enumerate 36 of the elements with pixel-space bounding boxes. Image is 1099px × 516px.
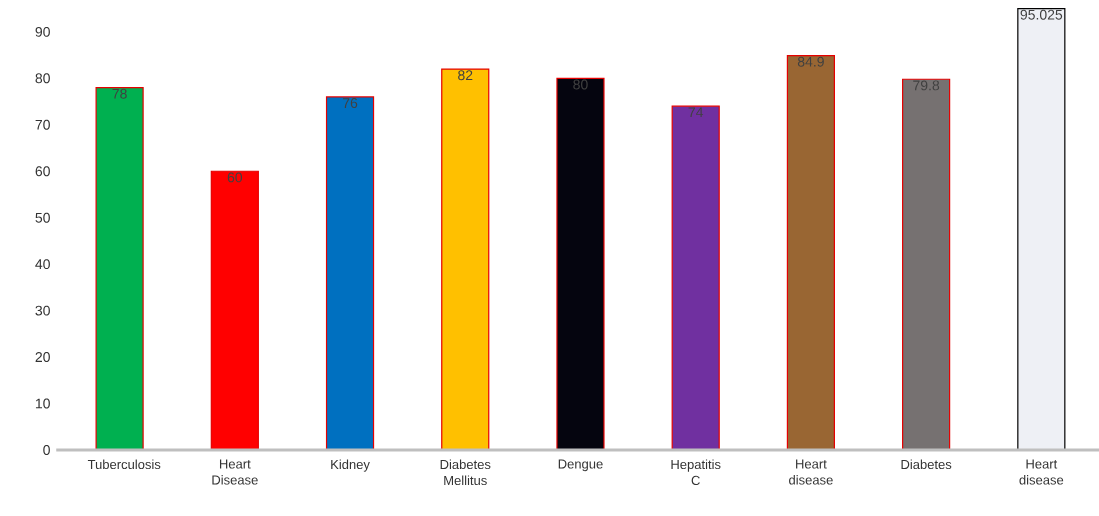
bar xyxy=(325,96,375,451)
y-tick-label: 0 xyxy=(43,445,50,455)
y-tick-label: 10 xyxy=(35,398,50,409)
y-tick-label: 80 xyxy=(35,73,50,84)
bar xyxy=(671,105,720,451)
y-tick-label: 70 xyxy=(35,119,50,130)
y-tick-label: 50 xyxy=(35,212,50,223)
bar xyxy=(441,68,490,451)
y-tick-label: 90 xyxy=(35,26,50,37)
x-tick-label: Heart Disease xyxy=(212,459,258,485)
x-tick-label: Heart disease xyxy=(1019,459,1064,485)
bar xyxy=(95,87,144,451)
data-label: 95.025 xyxy=(1020,9,1063,20)
data-label: 76 xyxy=(342,98,358,109)
x-tick-label: Dengue xyxy=(558,459,603,472)
bar xyxy=(1017,7,1066,451)
x-tick-label: Heart disease xyxy=(789,459,833,485)
bar xyxy=(210,170,259,451)
y-tick-label: 40 xyxy=(35,259,50,270)
data-label: 78 xyxy=(112,88,127,99)
data-label: 80 xyxy=(573,79,588,90)
data-label: 84.9 xyxy=(797,56,824,67)
bar xyxy=(786,54,835,451)
x-tick-label: Tuberculosis xyxy=(87,459,161,470)
x-tick-label: Hepatitis C xyxy=(671,459,721,486)
data-label: 82 xyxy=(458,70,473,81)
x-tick-label: Diabetes Mellitus xyxy=(440,459,491,486)
y-tick-label: 60 xyxy=(35,166,50,177)
bar xyxy=(902,78,951,451)
x-tick-label: Diabetes xyxy=(901,459,952,470)
y-tick-label: 30 xyxy=(35,305,50,316)
data-label: 60 xyxy=(227,172,243,183)
bar xyxy=(556,77,605,451)
x-tick-label: Kidney xyxy=(331,459,370,472)
data-label: 74 xyxy=(688,107,704,118)
y-tick-label: 20 xyxy=(35,352,50,363)
